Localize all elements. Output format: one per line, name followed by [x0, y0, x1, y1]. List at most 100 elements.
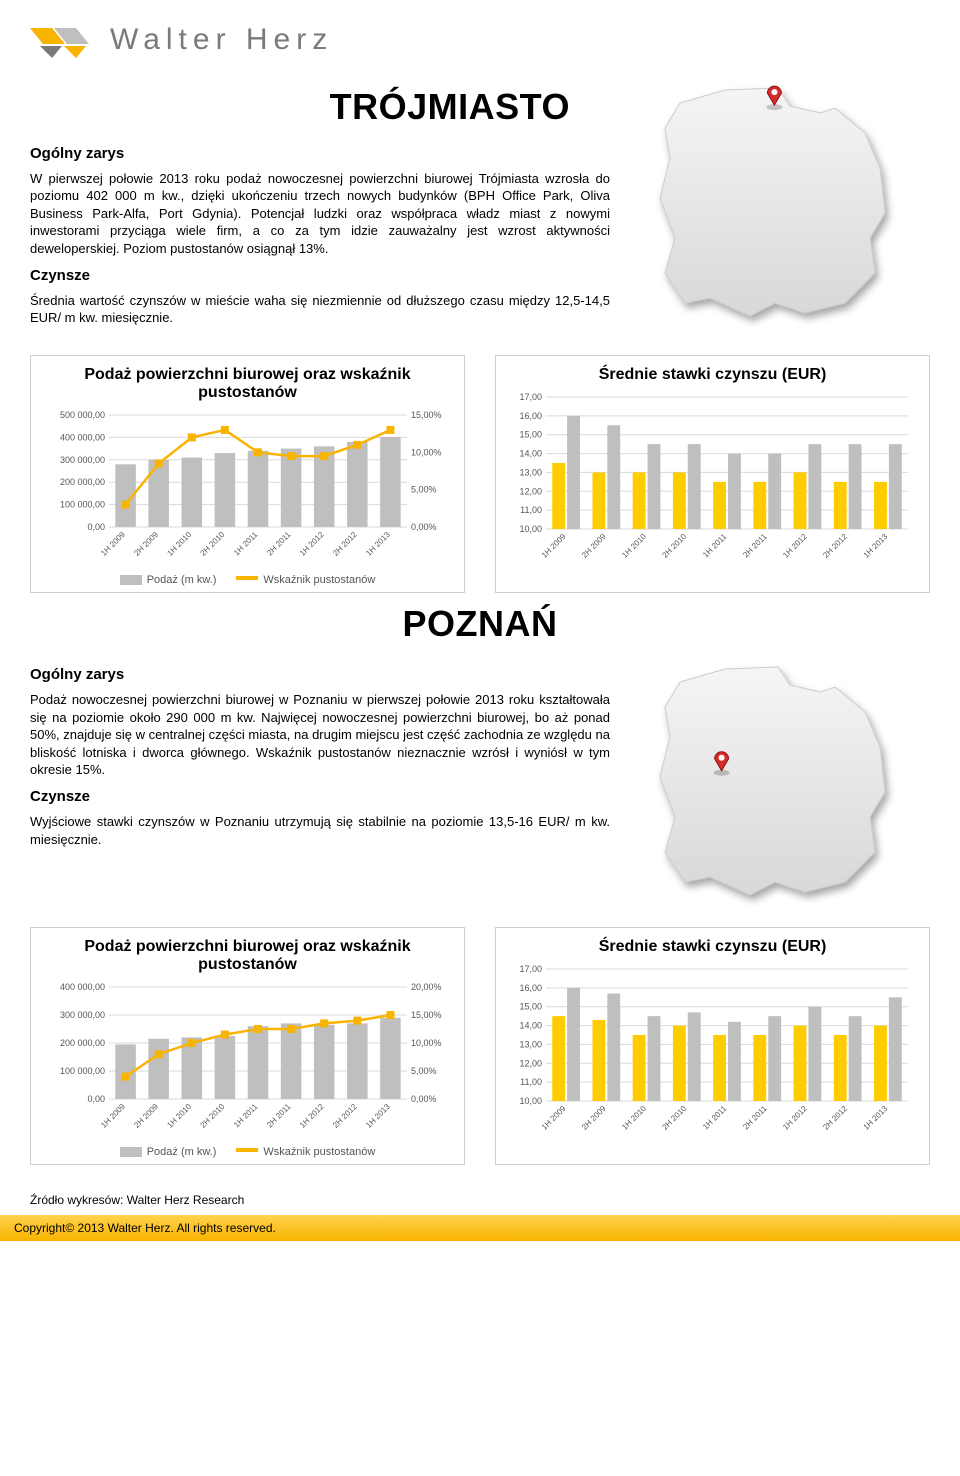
poland-map-icon: [630, 78, 910, 328]
combo-chart: 400 000,00300 000,00200 000,00100 000,00…: [41, 982, 453, 1137]
svg-text:400 000,00: 400 000,00: [60, 432, 105, 442]
paired-bar-chart: 17,00 16,00 15,00 14,00 13,00 12,00 11,00 10,00…: [506, 392, 918, 567]
legend-bar-label: Podaż (m kw.): [147, 1146, 217, 1158]
svg-text:10,00%: 10,00%: [411, 1038, 442, 1048]
svg-text:100 000,00: 100 000,00: [60, 500, 105, 510]
svg-text:1H 2010: 1H 2010: [620, 1104, 648, 1132]
svg-text:16,00: 16,00: [519, 411, 542, 421]
svg-text:1H 2013: 1H 2013: [862, 1104, 890, 1132]
legend-bar: Podaż (m kw.): [120, 1146, 217, 1158]
legend-bar-label: Podaż (m kw.): [147, 574, 217, 586]
svg-text:1H 2011: 1H 2011: [232, 530, 260, 558]
svg-text:14,00: 14,00: [519, 1020, 542, 1030]
svg-text:200 000,00: 200 000,00: [60, 477, 105, 487]
svg-text:11,00: 11,00: [520, 505, 542, 515]
svg-text:2H 2011: 2H 2011: [265, 530, 293, 558]
svg-text:12,00: 12,00: [519, 1058, 542, 1068]
svg-text:100 000,00: 100 000,00: [60, 1066, 105, 1076]
trojmiasto-supply-chart: Podaż powierzchni biurowej oraz wskaźnik…: [30, 355, 465, 593]
svg-text:20,00%: 20,00%: [411, 982, 442, 992]
svg-text:300 000,00: 300 000,00: [60, 1010, 105, 1020]
svg-text:15,00%: 15,00%: [411, 1010, 442, 1020]
svg-text:1H 2010: 1H 2010: [165, 1102, 193, 1130]
svg-text:1H 2012: 1H 2012: [298, 530, 326, 558]
footer-copyright: Copyright© 2013 Walter Herz. All rights …: [0, 1215, 960, 1241]
trojmiasto-rent-chart: Średnie stawki czynszu (EUR) 17,0016,001…: [495, 355, 930, 593]
source-note: Źródło wykresów: Walter Herz Research: [30, 1193, 960, 1207]
svg-text:17,00: 17,00: [519, 392, 542, 402]
svg-text:2H 2010: 2H 2010: [199, 1102, 227, 1130]
svg-text:2H 2010: 2H 2010: [660, 1104, 688, 1132]
page: Walter Herz TRÓJMIASTO Ogólny zarys W pi…: [0, 0, 960, 1185]
combo-chart: 500 000,00400 000,00300 000,00200 000,00…: [41, 410, 453, 565]
svg-text:12,00: 12,00: [519, 486, 542, 496]
poznan-map: [630, 657, 910, 907]
legend-line: Wskaźnik pustostanów: [236, 1146, 375, 1158]
poznan-rent-chart: Średnie stawki czynszu (EUR) 17,0016,001…: [495, 927, 930, 1165]
svg-text:14,00: 14,00: [519, 448, 542, 458]
chart-legend: Podaż (m kw.) Wskaźnik pustostanów: [41, 574, 454, 586]
chart-title: Średnie stawki czynszu (EUR): [506, 366, 919, 384]
svg-text:2H 2010: 2H 2010: [199, 530, 227, 558]
chart-title: Średnie stawki czynszu (EUR): [506, 938, 919, 956]
svg-text:300 000,00: 300 000,00: [60, 455, 105, 465]
poznan-supply-chart: Podaż powierzchni biurowej oraz wskaźnik…: [30, 927, 465, 1165]
svg-text:2H 2012: 2H 2012: [821, 1104, 849, 1132]
legend-line-label: Wskaźnik pustostanów: [263, 574, 375, 586]
chart-title: Podaż powierzchni biurowej oraz wskaźnik…: [41, 938, 454, 974]
svg-text:10,00%: 10,00%: [411, 447, 442, 457]
svg-text:1H 2009: 1H 2009: [99, 530, 127, 558]
svg-text:2H 2009: 2H 2009: [580, 532, 608, 560]
czynsze-body: Wyjściowe stawki czynszów w Poznaniu utr…: [30, 813, 610, 848]
svg-text:2H 2011: 2H 2011: [741, 1104, 769, 1132]
svg-text:1H 2013: 1H 2013: [862, 532, 890, 560]
svg-text:400 000,00: 400 000,00: [60, 982, 105, 992]
svg-text:1H 2009: 1H 2009: [540, 1104, 568, 1132]
svg-text:2H 2009: 2H 2009: [132, 530, 160, 558]
zarys-heading: Ogólny zarys: [30, 144, 610, 164]
svg-text:13,00: 13,00: [519, 467, 542, 477]
svg-text:16,00: 16,00: [519, 983, 542, 993]
svg-text:1H 2012: 1H 2012: [298, 1102, 326, 1130]
trojmiasto-title: TRÓJMIASTO: [30, 83, 610, 132]
svg-text:15,00: 15,00: [519, 430, 542, 440]
czynsze-body: Średnia wartość czynszów w mieście waha …: [30, 292, 610, 327]
poland-map-icon: [630, 657, 910, 907]
logo-mark-icon: [30, 20, 100, 60]
svg-text:1H 2011: 1H 2011: [701, 532, 729, 560]
svg-text:2H 2012: 2H 2012: [331, 530, 359, 558]
trojmiasto-charts: Podaż powierzchni biurowej oraz wskaźnik…: [30, 355, 930, 593]
svg-text:0,00%: 0,00%: [411, 522, 437, 532]
legend-line: Wskaźnik pustostanów: [236, 574, 375, 586]
svg-text:13,00: 13,00: [519, 1039, 542, 1049]
svg-text:1H 2012: 1H 2012: [781, 1104, 809, 1132]
legend-line-label: Wskaźnik pustostanów: [263, 1146, 375, 1158]
svg-text:0,00%: 0,00%: [411, 1094, 437, 1104]
svg-text:1H 2013: 1H 2013: [364, 1102, 392, 1130]
svg-text:2H 2009: 2H 2009: [132, 1102, 160, 1130]
chart-legend: Podaż (m kw.) Wskaźnik pustostanów: [41, 1146, 454, 1158]
svg-text:11,00: 11,00: [520, 1077, 542, 1087]
svg-text:0,00: 0,00: [87, 1094, 105, 1104]
svg-text:1H 2011: 1H 2011: [232, 1102, 260, 1130]
trojmiasto-map: [630, 78, 910, 328]
svg-text:1H 2012: 1H 2012: [781, 532, 809, 560]
svg-text:2H 2011: 2H 2011: [741, 532, 769, 560]
svg-text:2H 2012: 2H 2012: [821, 532, 849, 560]
zarys-body: Podaż nowoczesnej powierzchni biurowej w…: [30, 691, 610, 779]
trojmiasto-section: TRÓJMIASTO Ogólny zarys W pierwszej poło…: [30, 78, 930, 335]
poznan-charts: Podaż powierzchni biurowej oraz wskaźnik…: [30, 927, 930, 1165]
zarys-body: W pierwszej połowie 2013 roku podaż nowo…: [30, 170, 610, 258]
svg-text:0,00: 0,00: [87, 522, 105, 532]
brand-logo: Walter Herz: [30, 20, 930, 60]
svg-text:2H 2011: 2H 2011: [265, 1102, 293, 1130]
svg-text:1H 2009: 1H 2009: [99, 1102, 127, 1130]
svg-text:2H 2009: 2H 2009: [580, 1104, 608, 1132]
paired-bar-chart: 17,0016,0015,0014,0013,0012,0011,0010,00…: [506, 964, 918, 1139]
svg-text:1H 2013: 1H 2013: [364, 530, 392, 558]
svg-text:15,00%: 15,00%: [411, 410, 442, 420]
svg-text:10,00: 10,00: [519, 1096, 542, 1106]
poznan-section: Ogólny zarys Podaż nowoczesnej powierzch…: [30, 657, 930, 907]
svg-text:1H 2010: 1H 2010: [620, 532, 648, 560]
svg-text:10,00: 10,00: [519, 524, 542, 534]
